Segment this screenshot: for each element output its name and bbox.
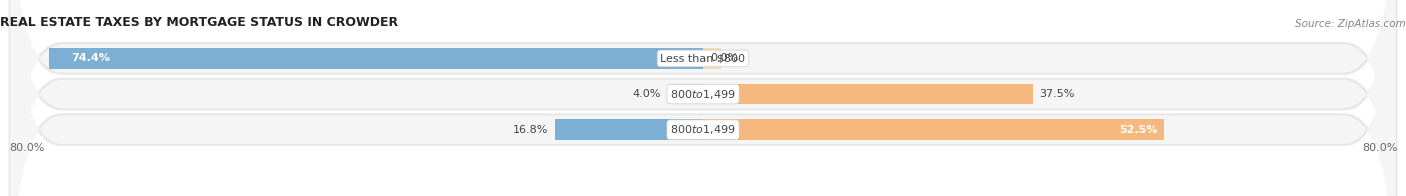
Text: REAL ESTATE TAXES BY MORTGAGE STATUS IN CROWDER: REAL ESTATE TAXES BY MORTGAGE STATUS IN … xyxy=(0,16,398,29)
FancyBboxPatch shape xyxy=(11,0,1395,196)
Text: $800 to $1,499: $800 to $1,499 xyxy=(671,88,735,101)
FancyBboxPatch shape xyxy=(11,0,1395,196)
Text: 52.5%: 52.5% xyxy=(1119,125,1157,135)
FancyBboxPatch shape xyxy=(8,0,1398,196)
Text: 74.4%: 74.4% xyxy=(72,54,110,64)
Bar xyxy=(703,48,721,69)
FancyBboxPatch shape xyxy=(11,0,1395,196)
FancyBboxPatch shape xyxy=(8,0,1398,196)
Text: 0.0%: 0.0% xyxy=(710,54,738,64)
Legend: Without Mortgage, With Mortgage: Without Mortgage, With Mortgage xyxy=(582,193,824,196)
FancyBboxPatch shape xyxy=(8,0,1398,196)
Text: 37.5%: 37.5% xyxy=(1039,89,1076,99)
Text: $800 to $1,499: $800 to $1,499 xyxy=(671,123,735,136)
Text: 16.8%: 16.8% xyxy=(513,125,548,135)
Text: Source: ZipAtlas.com: Source: ZipAtlas.com xyxy=(1295,19,1406,29)
Text: Less than $800: Less than $800 xyxy=(661,54,745,64)
Bar xyxy=(49,48,703,69)
Text: 80.0%: 80.0% xyxy=(1362,143,1398,153)
Bar xyxy=(668,84,703,104)
Bar xyxy=(555,119,703,140)
Text: 80.0%: 80.0% xyxy=(8,143,44,153)
Bar xyxy=(703,119,1164,140)
Text: 4.0%: 4.0% xyxy=(633,89,661,99)
Bar xyxy=(703,84,1032,104)
